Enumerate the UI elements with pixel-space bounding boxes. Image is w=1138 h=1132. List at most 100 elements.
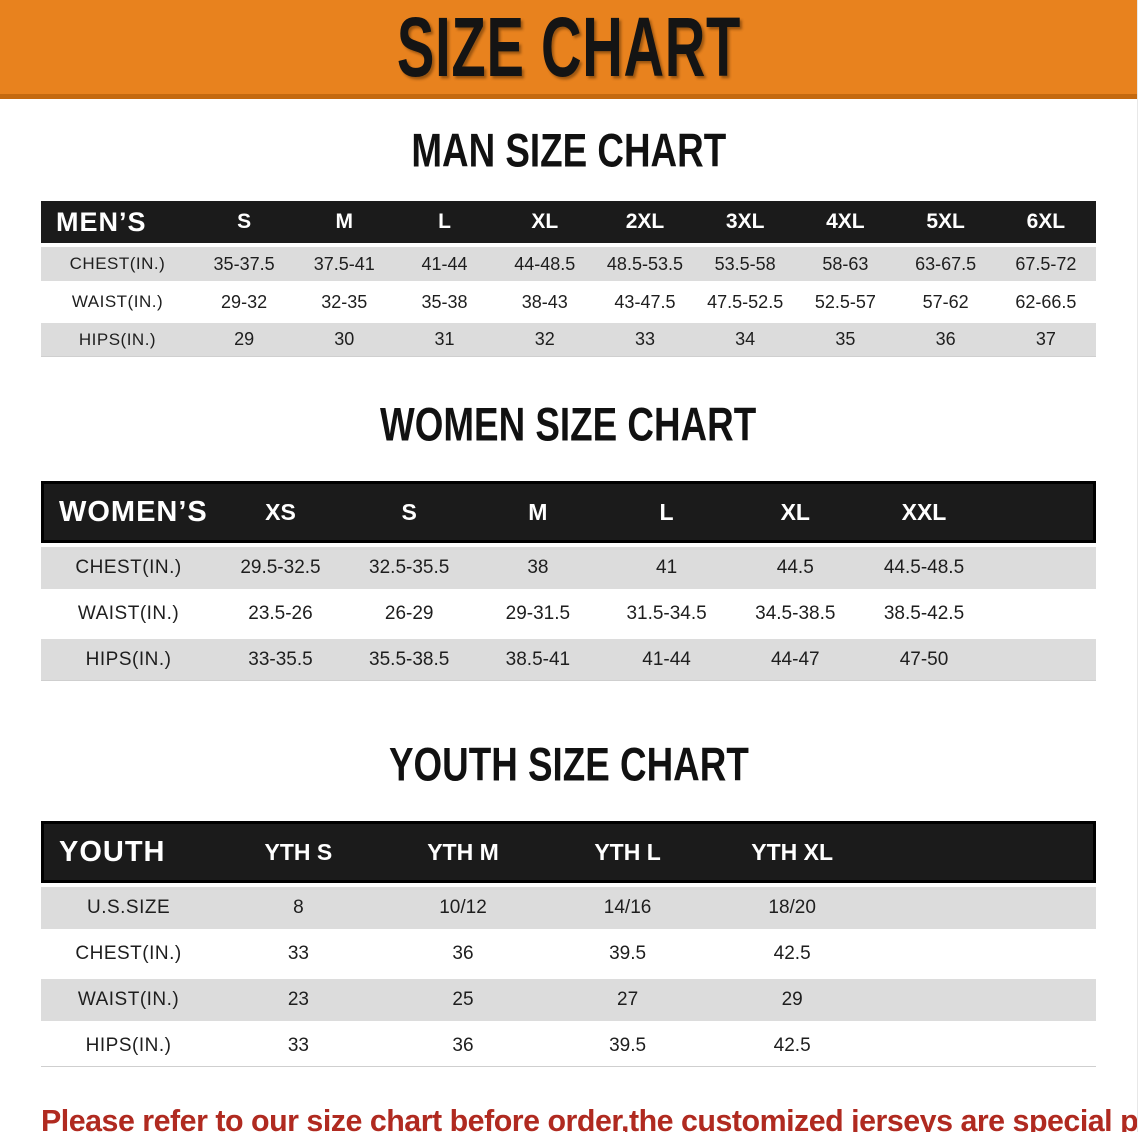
column-header-spacer xyxy=(874,821,1096,883)
column-header: YTH XL xyxy=(709,821,875,883)
table-cell: 42.5 xyxy=(709,1025,875,1067)
column-header: 2XL xyxy=(594,201,696,243)
table-cell-spacer xyxy=(874,1025,1096,1067)
row-label: U.S.SIZE xyxy=(41,887,217,929)
column-header: L xyxy=(394,201,495,243)
women-size-table: WOMEN’S XS S M L XL XXL CHEST(IN.) 29.5-32.5 32.5… xyxy=(41,477,1096,685)
table-cell: 33 xyxy=(594,323,696,357)
row-label: WAIST(IN.) xyxy=(41,285,194,319)
column-header: 4XL xyxy=(795,201,896,243)
table-cell-spacer xyxy=(874,887,1096,929)
table-group-label: WOMEN’S xyxy=(41,481,217,543)
table-cell: 26-29 xyxy=(344,593,474,635)
table-cell: 38.5-42.5 xyxy=(859,593,989,635)
row-label: HIPS(IN.) xyxy=(41,323,194,357)
table-cell: 32-35 xyxy=(294,285,395,319)
table-cell: 32 xyxy=(494,323,595,357)
section-youth: YOUTH SIZE CHART YOUTH YTH S YTH M YTH L YTH… xyxy=(0,737,1137,1071)
table-row: HIPS(IN.) 33 36 39.5 42.5 xyxy=(41,1025,1096,1067)
column-header: XL xyxy=(730,481,860,543)
table-cell: 53.5-58 xyxy=(695,247,796,281)
table-row: CHEST(IN.) 35-37.5 37.5-41 41-44 44-48.5 48.5… xyxy=(41,247,1096,281)
table-cell: 35-37.5 xyxy=(193,247,295,281)
table-cell: 58-63 xyxy=(795,247,896,281)
column-header: 6XL xyxy=(995,201,1096,243)
table-row: CHEST(IN.) 33 36 39.5 42.5 xyxy=(41,933,1096,975)
table-row: U.S.SIZE 8 10/12 14/16 18/20 xyxy=(41,887,1096,929)
table-cell: 38 xyxy=(473,547,603,589)
column-header-spacer xyxy=(988,481,1096,543)
table-cell-spacer xyxy=(988,547,1096,589)
table-cell: 29.5-32.5 xyxy=(216,547,345,589)
youth-table-wrap: YOUTH YTH S YTH M YTH L YTH XL U.S.SIZE 8 10/12… xyxy=(0,817,1137,1071)
table-cell: 32.5-35.5 xyxy=(344,547,474,589)
table-cell: 42.5 xyxy=(709,933,875,975)
table-cell: 44-47 xyxy=(730,639,860,681)
table-cell: 43-47.5 xyxy=(594,285,696,319)
table-cell: 8 xyxy=(216,887,381,929)
table-row: HIPS(IN.) 33-35.5 35.5-38.5 38.5-41 41-44 44-… xyxy=(41,639,1096,681)
table-header-row: MEN’S S M L XL 2XL 3XL 4XL 5XL 6XL xyxy=(41,201,1096,243)
table-cell: 36 xyxy=(895,323,996,357)
column-header: S xyxy=(193,201,295,243)
table-cell: 25 xyxy=(380,979,546,1021)
table-cell: 35.5-38.5 xyxy=(344,639,474,681)
disclaimer: Please refer to our size chart before or… xyxy=(0,1071,1137,1132)
table-cell: 29 xyxy=(193,323,295,357)
table-cell: 31.5-34.5 xyxy=(602,593,731,635)
table-cell: 34 xyxy=(695,323,796,357)
table-cell: 47-50 xyxy=(859,639,989,681)
table-cell: 57-62 xyxy=(895,285,996,319)
table-cell: 47.5-52.5 xyxy=(695,285,796,319)
column-header: YTH M xyxy=(380,821,546,883)
men-table-wrap: MEN’S S M L XL 2XL 3XL 4XL 5XL 6XL CHEST(IN.) 35-37… xyxy=(0,197,1137,361)
column-header: XS xyxy=(216,481,345,543)
row-label: CHEST(IN.) xyxy=(41,547,217,589)
table-cell: 33-35.5 xyxy=(216,639,345,681)
row-label: HIPS(IN.) xyxy=(41,1025,217,1067)
table-cell: 23.5-26 xyxy=(216,593,345,635)
table-cell: 18/20 xyxy=(709,887,875,929)
table-cell: 63-67.5 xyxy=(895,247,996,281)
table-row: WAIST(IN.) 23.5-26 26-29 29-31.5 31.5-34.5 34… xyxy=(41,593,1096,635)
column-header: S xyxy=(344,481,474,543)
table-cell: 29 xyxy=(709,979,875,1021)
column-header: YTH L xyxy=(545,821,710,883)
column-header: XXL xyxy=(859,481,989,543)
table-cell: 44-48.5 xyxy=(494,247,595,281)
table-cell: 39.5 xyxy=(545,1025,710,1067)
table-cell-spacer xyxy=(988,593,1096,635)
table-row: WAIST(IN.) 23 25 27 29 xyxy=(41,979,1096,1021)
row-label: CHEST(IN.) xyxy=(41,933,217,975)
table-group-label: MEN’S xyxy=(41,201,194,243)
row-label: WAIST(IN.) xyxy=(41,979,217,1021)
section-women: WOMEN SIZE CHART WOMEN’S XS S M L XL XXL CHEST(… xyxy=(0,397,1137,685)
table-cell: 48.5-53.5 xyxy=(594,247,696,281)
table-cell-spacer xyxy=(874,933,1096,975)
table-cell: 33 xyxy=(216,1025,381,1067)
table-cell: 37 xyxy=(995,323,1096,357)
table-cell: 67.5-72 xyxy=(995,247,1096,281)
table-cell-spacer xyxy=(988,639,1096,681)
table-cell: 33 xyxy=(216,933,381,975)
table-cell: 10/12 xyxy=(380,887,546,929)
women-table-wrap: WOMEN’S XS S M L XL XXL CHEST(IN.) 29.5-32.5 32.5… xyxy=(0,477,1137,685)
column-header: M xyxy=(473,481,603,543)
table-cell: 27 xyxy=(545,979,710,1021)
table-cell: 34.5-38.5 xyxy=(730,593,860,635)
section-title-youth: YOUTH SIZE CHART xyxy=(388,737,749,791)
section-title-women: WOMEN SIZE CHART xyxy=(380,397,757,451)
table-header-row: WOMEN’S XS S M L XL XXL xyxy=(41,481,1096,543)
table-cell: 36 xyxy=(380,933,546,975)
table-cell: 52.5-57 xyxy=(795,285,896,319)
table-cell: 23 xyxy=(216,979,381,1021)
table-group-label: YOUTH xyxy=(41,821,217,883)
column-header: 3XL xyxy=(695,201,796,243)
table-row: WAIST(IN.) 29-32 32-35 35-38 38-43 43-47.5 47.… xyxy=(41,285,1096,319)
table-cell: 44.5-48.5 xyxy=(859,547,989,589)
table-cell: 14/16 xyxy=(545,887,710,929)
table-cell: 38-43 xyxy=(494,285,595,319)
table-cell: 35 xyxy=(795,323,896,357)
table-cell: 39.5 xyxy=(545,933,710,975)
table-cell: 36 xyxy=(380,1025,546,1067)
